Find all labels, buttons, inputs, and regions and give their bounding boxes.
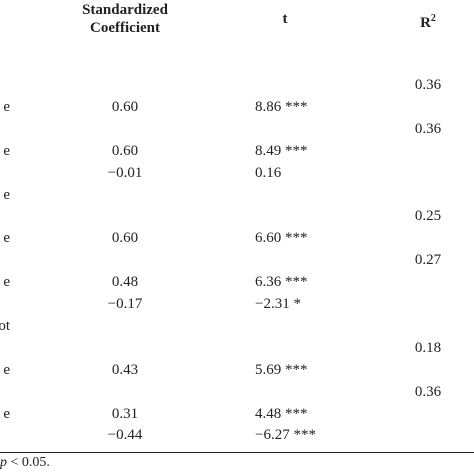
r2-base: R <box>420 15 431 31</box>
cell-coef: −0.01 <box>107 164 143 181</box>
cell-label: e <box>3 98 10 115</box>
cell-coef: 0.43 <box>111 361 139 378</box>
cell-label: ot <box>0 317 10 334</box>
cell-coef: −0.44 <box>107 427 143 444</box>
cell-r2: 0.25 <box>414 208 442 225</box>
cell-coef: 0.48 <box>111 274 139 291</box>
cell-label: e <box>3 274 10 291</box>
cell-t: −2.31 * <box>255 296 301 312</box>
cell-t: −6.27 *** <box>255 427 316 444</box>
footnote: p < 0.05. <box>0 454 50 472</box>
cell-t: 6.36 *** <box>255 274 308 291</box>
cell-t: 8.86 *** <box>255 98 308 115</box>
header-coefficient-line2: Coefficient <box>90 20 160 36</box>
r2-sup: 2 <box>430 13 436 24</box>
cell-label: e <box>3 405 10 422</box>
cell-coef: 0.31 <box>111 405 139 422</box>
cell-r2: 0.36 <box>414 120 442 137</box>
cell-r2: 0.27 <box>414 252 442 269</box>
cell-r2: 0.36 <box>414 77 442 93</box>
footnote-text: < 0.05. <box>7 455 50 470</box>
cell-r2: 0.36 <box>414 383 442 400</box>
footnote-symbol: p <box>0 455 7 470</box>
cell-label: e <box>3 142 10 159</box>
cell-label: e <box>3 230 10 247</box>
cell-t: 6.60 *** <box>255 230 308 247</box>
cell-coef: −0.17 <box>107 296 143 312</box>
cell-label: e <box>3 361 10 378</box>
cell-coef: 0.60 <box>111 142 139 159</box>
header-r2: R2 <box>420 10 436 32</box>
cell-coef: 0.60 <box>111 230 139 247</box>
cell-t: 5.69 *** <box>255 361 308 378</box>
cell-t: 0.16 <box>255 164 282 181</box>
cell-r2: 0.18 <box>414 339 442 356</box>
cell-t: 4.48 *** <box>255 405 308 422</box>
cell-t: 8.49 *** <box>255 142 308 159</box>
bottom-rule <box>0 452 474 453</box>
header-t: t <box>282 11 288 27</box>
cell-label: e <box>3 186 10 203</box>
header-coefficient-line1: Standardized <box>82 2 168 18</box>
cell-coef: 0.60 <box>111 98 139 115</box>
